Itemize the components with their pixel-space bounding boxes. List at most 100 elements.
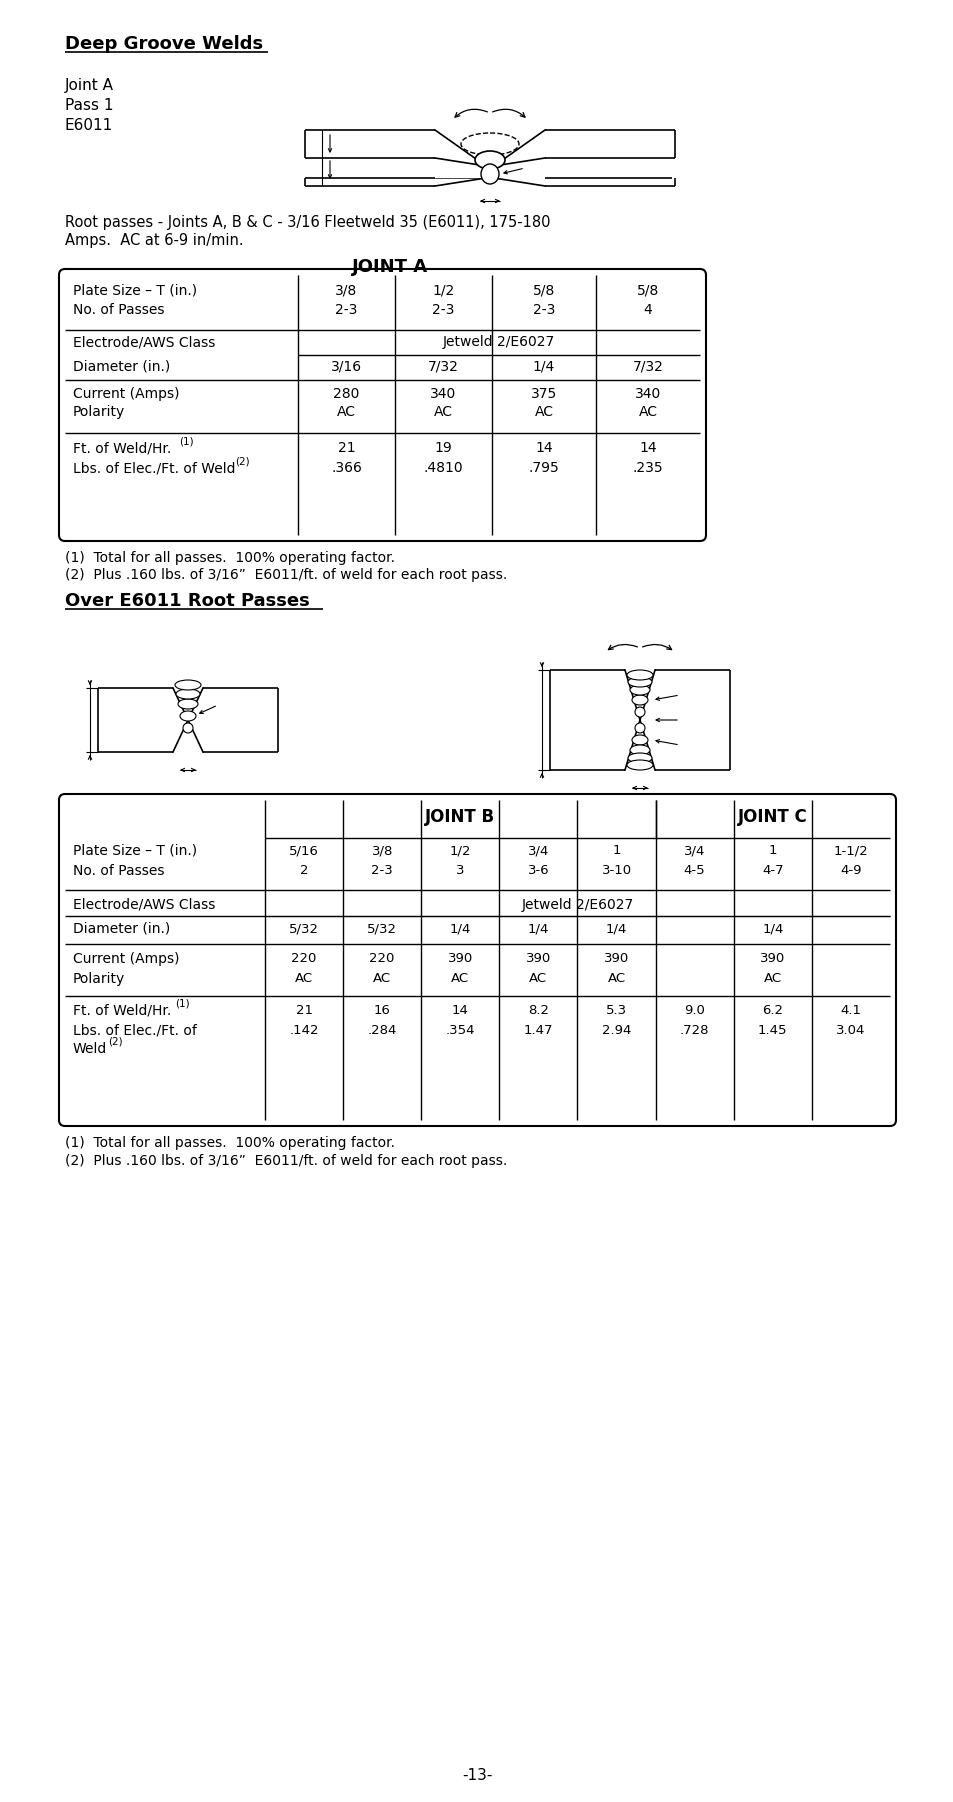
Text: AC: AC	[534, 405, 553, 420]
Text: 3-10: 3-10	[601, 863, 631, 878]
Text: 340: 340	[430, 387, 456, 402]
Text: Joint A: Joint A	[65, 77, 113, 94]
Text: 14: 14	[452, 1004, 468, 1016]
Ellipse shape	[627, 753, 651, 762]
Text: Jetweld 2/E6027: Jetweld 2/E6027	[521, 897, 633, 912]
Text: 220: 220	[291, 951, 316, 966]
Ellipse shape	[626, 670, 652, 679]
Text: (1): (1)	[179, 436, 193, 447]
Text: .354: .354	[445, 1024, 475, 1036]
Text: Electrode/AWS Class: Electrode/AWS Class	[73, 897, 215, 912]
Text: 1/4: 1/4	[527, 923, 549, 935]
Text: 390: 390	[447, 951, 473, 966]
Text: 6.2: 6.2	[761, 1004, 782, 1016]
Text: AC: AC	[373, 971, 391, 986]
Text: 7/32: 7/32	[632, 359, 662, 373]
Text: 5/8: 5/8	[637, 283, 659, 297]
Text: AC: AC	[336, 405, 355, 420]
Text: 21: 21	[295, 1004, 313, 1016]
Text: 220: 220	[369, 951, 395, 966]
Text: 375: 375	[530, 387, 557, 402]
Text: .366: .366	[331, 461, 361, 476]
Text: AC: AC	[763, 971, 781, 986]
Text: 9.0: 9.0	[683, 1004, 704, 1016]
Text: JOINT C: JOINT C	[738, 807, 807, 825]
Text: 2-3: 2-3	[371, 863, 393, 878]
Ellipse shape	[180, 712, 195, 721]
Text: 1/2: 1/2	[432, 283, 455, 297]
Text: Pass 1: Pass 1	[65, 97, 113, 114]
Text: 280: 280	[333, 387, 359, 402]
Text: 3/8: 3/8	[335, 283, 357, 297]
Text: .284: .284	[367, 1024, 396, 1036]
Text: 2-3: 2-3	[432, 303, 455, 317]
Ellipse shape	[175, 688, 200, 699]
Text: 1.47: 1.47	[523, 1024, 553, 1036]
Text: 3/4: 3/4	[683, 843, 704, 858]
Ellipse shape	[480, 164, 498, 184]
Text: (1)  Total for all passes.  100% operating factor.: (1) Total for all passes. 100% operating…	[65, 1135, 395, 1150]
Text: 3/4: 3/4	[527, 843, 549, 858]
Text: Polarity: Polarity	[73, 405, 125, 420]
Text: Amps.  AC at 6-9 in/min.: Amps. AC at 6-9 in/min.	[65, 232, 243, 249]
Text: Deep Groove Welds: Deep Groove Welds	[65, 34, 263, 52]
Text: .795: .795	[528, 461, 558, 476]
Text: AC: AC	[434, 405, 453, 420]
Text: .4810: .4810	[423, 461, 463, 476]
Text: Root passes - Joints A, B & C - 3/16 Fleetweld 35 (E6011), 175-180: Root passes - Joints A, B & C - 3/16 Fle…	[65, 214, 550, 231]
Text: 4-9: 4-9	[840, 863, 861, 878]
Text: (1)  Total for all passes.  100% operating factor.: (1) Total for all passes. 100% operating…	[65, 551, 395, 566]
Text: 390: 390	[525, 951, 551, 966]
Text: 4-5: 4-5	[683, 863, 705, 878]
Text: 5/8: 5/8	[533, 283, 555, 297]
Text: 3/16: 3/16	[331, 359, 362, 373]
Text: 3.04: 3.04	[836, 1024, 864, 1036]
Ellipse shape	[629, 744, 649, 755]
Text: 2-3: 2-3	[533, 303, 555, 317]
Text: .235: .235	[632, 461, 662, 476]
Text: Plate Size – T (in.): Plate Size – T (in.)	[73, 843, 197, 858]
Text: 8.2: 8.2	[527, 1004, 548, 1016]
Text: 5.3: 5.3	[605, 1004, 626, 1016]
Text: 14: 14	[639, 441, 656, 454]
Ellipse shape	[626, 760, 652, 769]
Text: Ft. of Weld/Hr.: Ft. of Weld/Hr.	[73, 441, 172, 454]
Text: 340: 340	[634, 387, 660, 402]
Text: JOINT A: JOINT A	[352, 258, 428, 276]
Text: JOINT B: JOINT B	[425, 807, 495, 825]
Text: 1/4: 1/4	[533, 359, 555, 373]
Text: 1: 1	[612, 843, 620, 858]
Text: Current (Amps): Current (Amps)	[73, 951, 179, 966]
Text: 2.94: 2.94	[601, 1024, 631, 1036]
Text: Lbs. of Elec./Ft. of Weld: Lbs. of Elec./Ft. of Weld	[73, 461, 235, 476]
Text: 5/32: 5/32	[289, 923, 318, 935]
Text: 3/8: 3/8	[371, 843, 393, 858]
Text: 3-6: 3-6	[527, 863, 549, 878]
Text: AC: AC	[607, 971, 625, 986]
Text: AC: AC	[529, 971, 547, 986]
Ellipse shape	[635, 723, 644, 733]
Text: (1): (1)	[174, 998, 190, 1009]
Text: Over E6011 Root Passes: Over E6011 Root Passes	[65, 593, 310, 611]
Ellipse shape	[631, 696, 647, 705]
Text: Polarity: Polarity	[73, 971, 125, 986]
Text: AC: AC	[638, 405, 657, 420]
Text: 14: 14	[535, 441, 552, 454]
Text: 4: 4	[643, 303, 652, 317]
Text: 390: 390	[760, 951, 784, 966]
Text: 16: 16	[374, 1004, 390, 1016]
Text: 1/2: 1/2	[449, 843, 471, 858]
Text: 4.1: 4.1	[840, 1004, 861, 1016]
Text: AC: AC	[294, 971, 313, 986]
Text: Jetweld 2/E6027: Jetweld 2/E6027	[442, 335, 555, 350]
Text: Plate Size – T (in.): Plate Size – T (in.)	[73, 283, 197, 297]
Text: 4-7: 4-7	[761, 863, 782, 878]
Text: 2-3: 2-3	[335, 303, 357, 317]
Ellipse shape	[629, 685, 649, 696]
Text: Current (Amps): Current (Amps)	[73, 387, 179, 402]
Ellipse shape	[475, 151, 504, 169]
Text: 5/32: 5/32	[367, 923, 396, 935]
Text: Diameter (in.): Diameter (in.)	[73, 923, 170, 935]
Ellipse shape	[174, 679, 201, 690]
Text: -13-: -13-	[461, 1768, 492, 1782]
